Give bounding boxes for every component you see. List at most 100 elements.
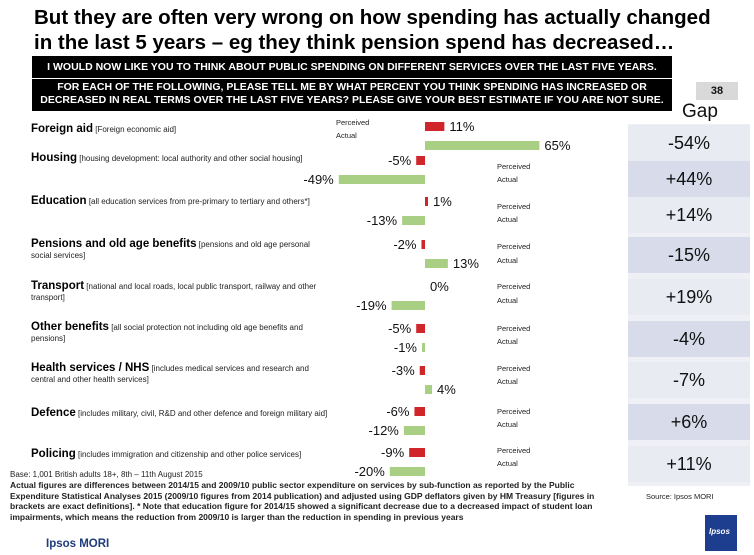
service-description: [all education services from pre-primary… bbox=[88, 197, 310, 206]
perceived-value-label: 11% bbox=[449, 119, 474, 134]
service-label: Foreign aid [Foreign economic aid] bbox=[31, 123, 331, 135]
service-label: Other benefits [all social protection no… bbox=[31, 321, 331, 344]
service-name: Policing bbox=[31, 448, 76, 460]
service-description: [housing development: local authority an… bbox=[79, 154, 303, 163]
actual-bar bbox=[391, 301, 425, 310]
perceived-bar bbox=[425, 197, 428, 206]
service-label: Transport [national and local roads, loc… bbox=[31, 280, 331, 303]
footnote: Actual figures are differences between 2… bbox=[10, 480, 595, 522]
perceived-tag: Perceived bbox=[497, 242, 531, 251]
service-label: Pensions and old age benefits [pensions … bbox=[31, 238, 331, 261]
perceived-tag: Perceived bbox=[336, 118, 370, 127]
gap-value: -54% bbox=[628, 125, 750, 161]
actual-bar bbox=[422, 343, 425, 352]
actual-value-label: 65% bbox=[544, 138, 570, 153]
gap-value: +14% bbox=[628, 197, 750, 233]
perceived-bar bbox=[409, 448, 425, 457]
perceived-value-label: 0% bbox=[430, 279, 449, 294]
actual-tag: Actual bbox=[497, 420, 518, 429]
perceived-value-label: 1% bbox=[433, 194, 452, 209]
actual-tag: Actual bbox=[497, 296, 518, 305]
actual-value-label: -13% bbox=[367, 213, 398, 228]
service-label: Education [all education services from p… bbox=[31, 195, 331, 207]
headline: But they are often very wrong on how spe… bbox=[34, 6, 711, 54]
gap-value: +44% bbox=[628, 161, 750, 197]
perceived-tag: Perceived bbox=[497, 324, 531, 333]
service-label: Housing [housing development: local auth… bbox=[31, 152, 331, 164]
service-label: Health services / NHS [includes medical … bbox=[31, 362, 331, 385]
actual-tag: Actual bbox=[497, 377, 518, 386]
service-name: Housing bbox=[31, 152, 77, 164]
actual-bar bbox=[425, 141, 540, 150]
actual-value-label: 13% bbox=[453, 256, 479, 271]
service-description: [includes military, civil, R&D and other… bbox=[77, 409, 328, 418]
perceived-value-label: -6% bbox=[386, 404, 410, 419]
source-note: Source: Ipsos MORI bbox=[646, 492, 714, 501]
actual-bar bbox=[403, 426, 425, 435]
perceived-value-label: -5% bbox=[388, 153, 412, 168]
perceived-bar bbox=[425, 122, 445, 131]
perceived-value-label: -5% bbox=[388, 321, 412, 336]
actual-value-label: -19% bbox=[356, 298, 387, 313]
service-name: Health services / NHS bbox=[31, 362, 150, 374]
perceived-tag: Perceived bbox=[497, 446, 531, 455]
perceived-tag: Perceived bbox=[497, 364, 531, 373]
service-description: [includes medical services and research … bbox=[31, 364, 309, 384]
actual-tag: Actual bbox=[497, 215, 518, 224]
perceived-value-label: -2% bbox=[393, 237, 417, 252]
base-note: Base: 1,001 British adults 18+, 8th – 11… bbox=[10, 470, 203, 479]
actual-value-label: -49% bbox=[303, 172, 334, 187]
service-description: [includes immigration and citizenship an… bbox=[77, 450, 302, 459]
actual-bar bbox=[338, 175, 425, 184]
service-name: Defence bbox=[31, 407, 76, 419]
actual-tag: Actual bbox=[497, 459, 518, 468]
gap-value: +19% bbox=[628, 279, 750, 315]
perceived-bar bbox=[416, 324, 425, 333]
perceived-tag: Perceived bbox=[497, 282, 531, 291]
gap-value: +6% bbox=[628, 404, 750, 440]
brand-name: Ipsos MORI bbox=[46, 538, 110, 550]
service-description: [all social protection not including old… bbox=[31, 323, 303, 343]
actual-tag: Actual bbox=[497, 175, 518, 184]
actual-bar bbox=[425, 385, 433, 394]
perceived-bar bbox=[414, 407, 425, 416]
service-label: Defence [includes military, civil, R&D a… bbox=[31, 407, 331, 419]
question-line-2: FOR EACH OF THE FOLLOWING, PLEASE TELL M… bbox=[32, 79, 672, 111]
actual-tag: Actual bbox=[497, 337, 518, 346]
service-name: Pensions and old age benefits bbox=[31, 238, 197, 250]
actual-bar bbox=[425, 259, 448, 268]
actual-bar bbox=[389, 467, 425, 476]
service-description: [Foreign economic aid] bbox=[95, 125, 177, 134]
actual-value-label: -1% bbox=[394, 340, 418, 355]
service-name: Foreign aid bbox=[31, 123, 93, 135]
perceived-bar bbox=[421, 240, 425, 249]
perceived-value-label: -9% bbox=[381, 445, 405, 460]
gap-value: +11% bbox=[628, 446, 750, 482]
actual-value-label: -12% bbox=[369, 423, 400, 438]
ipsos-logo: Ipsos bbox=[705, 515, 737, 551]
page-number: 38 bbox=[696, 82, 738, 100]
perceived-bar bbox=[416, 156, 425, 165]
perceived-value-label: -3% bbox=[392, 363, 416, 378]
service-label: Policing [includes immigration and citiz… bbox=[31, 448, 331, 460]
perceived-tag: Perceived bbox=[497, 202, 531, 211]
actual-bar bbox=[402, 216, 425, 225]
gap-value: -4% bbox=[628, 321, 750, 357]
perceived-tag: Perceived bbox=[497, 407, 531, 416]
gap-header: Gap bbox=[682, 101, 718, 122]
service-description: [pensions and old age personal social se… bbox=[31, 240, 310, 260]
service-name: Other benefits bbox=[31, 321, 109, 333]
service-name: Transport bbox=[31, 280, 85, 292]
service-description: [national and local roads, local public … bbox=[31, 282, 317, 302]
actual-tag: Actual bbox=[336, 131, 357, 140]
service-name: Education bbox=[31, 195, 87, 207]
gap-value: -15% bbox=[628, 237, 750, 273]
gap-value: -7% bbox=[628, 362, 750, 398]
actual-tag: Actual bbox=[497, 256, 518, 265]
actual-value-label: -20% bbox=[354, 464, 385, 479]
actual-value-label: 4% bbox=[437, 382, 456, 397]
perceived-tag: Perceived bbox=[497, 162, 531, 171]
perceived-bar bbox=[419, 366, 425, 375]
logo-text: Ipsos bbox=[709, 527, 730, 536]
